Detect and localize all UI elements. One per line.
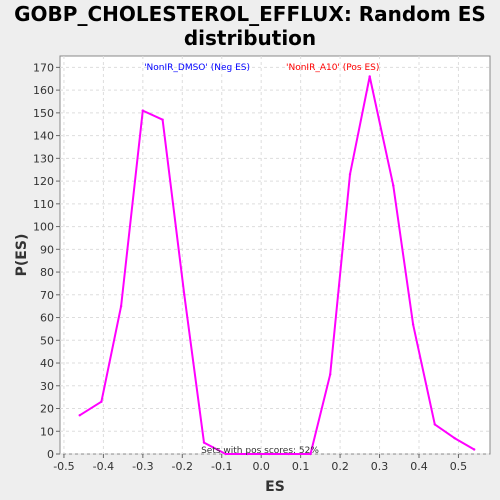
y-tick-label: 0 <box>47 448 54 461</box>
y-tick-label: 110 <box>33 198 54 211</box>
chart-title-line2: distribution <box>183 26 317 50</box>
data-point <box>183 293 186 296</box>
data-point <box>224 452 227 456</box>
data-point <box>287 452 290 456</box>
y-tick-label: 50 <box>40 334 54 347</box>
data-point <box>161 118 164 121</box>
data-point <box>309 452 312 456</box>
data-point <box>433 423 436 426</box>
data-point <box>202 441 206 444</box>
x-tick-label: 0.2 <box>331 460 349 473</box>
data-point <box>141 109 144 112</box>
x-tick-label: 0.1 <box>292 460 310 473</box>
y-tick-label: 160 <box>33 84 54 97</box>
x-tick-label: -0.3 <box>132 460 153 473</box>
x-tick-label: 0.5 <box>450 460 468 473</box>
data-point <box>119 305 123 308</box>
data-series <box>78 75 476 456</box>
y-tick-label: 20 <box>40 403 54 416</box>
y-tick-label: 40 <box>40 357 54 370</box>
data-point <box>473 448 476 451</box>
legend-item-pos-es: 'NonIR_A10' (Pos ES) <box>286 63 379 73</box>
grid <box>60 56 490 455</box>
legend-item-neg-es: 'NonIR_DMSO' (Neg ES) <box>144 63 250 73</box>
y-tick-label: 170 <box>33 61 54 74</box>
data-point <box>368 75 371 78</box>
y-tick-label: 10 <box>40 425 54 438</box>
x-tick-label: 0.3 <box>371 460 389 473</box>
x-tick-label: -0.5 <box>53 460 74 473</box>
y-axis-label: P(ES) <box>14 234 30 277</box>
y-tick-label: 30 <box>40 380 54 393</box>
x-tick-label: 0.4 <box>410 460 428 473</box>
chart-title-line1: GOBP_CHOLESTEROL_EFFLUX: Random ES <box>14 2 486 26</box>
data-point <box>329 373 332 376</box>
data-point <box>392 184 395 187</box>
y-tick-label: 90 <box>40 243 54 256</box>
data-point <box>100 400 103 403</box>
plot-area <box>59 55 491 455</box>
x-tick-label: 0.0 <box>252 460 270 473</box>
data-point <box>78 414 81 417</box>
data-point <box>453 436 456 440</box>
y-tick-label: 80 <box>40 266 54 279</box>
y-tick-label: 100 <box>33 221 54 234</box>
chart-title: GOBP_CHOLESTEROL_EFFLUX: Random ES distr… <box>0 2 500 50</box>
pos-scores-annotation: Sets with pos scores: 52% <box>201 446 319 456</box>
x-tick-label: -0.2 <box>172 460 193 473</box>
x-axis-label: ES <box>265 479 285 495</box>
x-tick-label: -0.4 <box>93 460 114 473</box>
x-tick-label: -0.1 <box>211 460 232 473</box>
axes: 0 10 20 30 40 50 60 70 80 90 100 110 120 130 140 150 160… <box>33 61 467 473</box>
y-tick-label: 60 <box>40 312 54 325</box>
data-point <box>411 323 415 326</box>
data-point <box>348 173 352 176</box>
y-tick-label: 130 <box>33 152 54 165</box>
data-point <box>267 452 271 456</box>
y-tick-label: 140 <box>33 130 54 143</box>
data-point <box>246 452 249 456</box>
y-tick-label: 120 <box>33 175 54 188</box>
es-distribution-line <box>79 75 475 455</box>
y-tick-label: 150 <box>33 107 54 120</box>
y-tick-label: 70 <box>40 289 54 302</box>
